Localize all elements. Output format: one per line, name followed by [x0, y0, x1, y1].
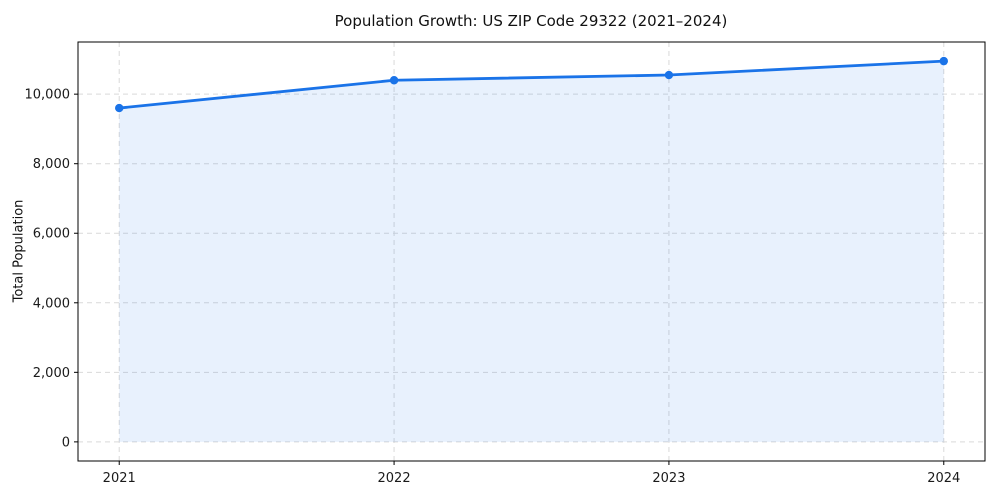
data-point-marker: [389, 76, 399, 85]
data-point-marker: [939, 56, 948, 66]
data-point-marker: [664, 70, 674, 80]
area-fill: [119, 61, 944, 442]
x-tick-label: 2024: [927, 471, 960, 486]
y-tick-label: 0: [62, 435, 70, 450]
x-tick-label: 2021: [103, 471, 136, 486]
y-tick-label: 8,000: [33, 157, 70, 172]
axes-box: [77, 41, 986, 462]
y-tick-label: 4,000: [33, 296, 70, 311]
data-point-marker: [115, 103, 124, 113]
y-tick-label: 6,000: [33, 227, 70, 242]
chart-title: Population Growth: US ZIP Code 29322 (20…: [334, 12, 728, 30]
x-tick-label: 2022: [378, 471, 411, 486]
y-tick-label: 10,000: [25, 88, 71, 103]
y-tick-label: 2,000: [33, 366, 70, 381]
series-line: [117, 59, 946, 110]
x-tick-label: 2023: [652, 471, 685, 486]
